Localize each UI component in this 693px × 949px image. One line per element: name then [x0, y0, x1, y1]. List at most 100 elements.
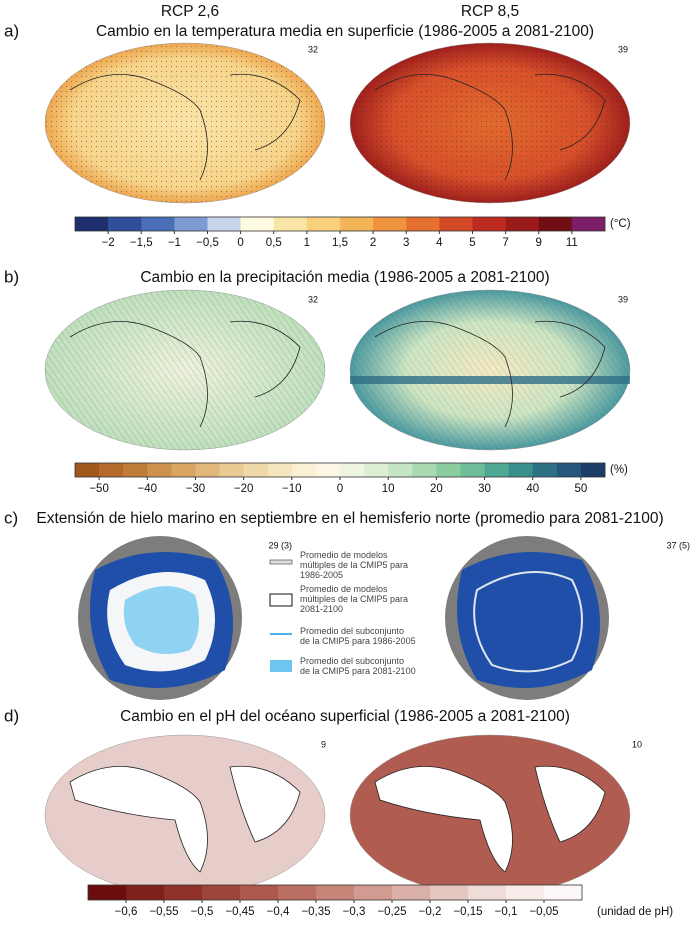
colorbar-swatch [340, 463, 365, 477]
colorbar-label: 3 [403, 237, 409, 249]
colorbar-label: −0,5 [196, 237, 219, 249]
colorbar-swatch [315, 463, 341, 477]
colorbar-swatch [439, 217, 473, 231]
panel-title: Cambio en el pH del océano superficial (… [120, 708, 570, 725]
colorbar-label: 40 [526, 483, 539, 495]
colorbar-label: −1 [168, 237, 181, 249]
colorbar-label: −30 [186, 483, 206, 495]
colorbar-label: 0 [237, 237, 243, 249]
model-count: 10 [632, 739, 642, 749]
colorbar-label: 30 [478, 483, 491, 495]
colorbar-swatch [354, 885, 393, 900]
colorbar-swatch [436, 463, 461, 477]
colorbar-label: −0,2 [419, 906, 442, 918]
arctic-right [445, 536, 609, 700]
colorbar-label: 50 [575, 483, 588, 495]
colorbar-swatch [571, 217, 606, 231]
colorbar-swatch [243, 463, 269, 477]
colorbar-swatch [340, 217, 374, 231]
panel-label: b) [4, 267, 19, 286]
colorbar-swatch [316, 885, 355, 900]
colorbar-swatch [306, 217, 341, 231]
model-count: 32 [308, 294, 318, 304]
map-b-left [44, 289, 326, 451]
colorbar-label: −0,3 [343, 906, 366, 918]
map-d-left [44, 734, 326, 896]
colorbar-label: 5 [469, 237, 475, 249]
colorbar-swatch [171, 463, 196, 477]
colorbar-swatch [538, 217, 573, 231]
colorbar-swatch [126, 885, 165, 900]
colorbar-label: −0,35 [301, 906, 330, 918]
colorbar-swatch [544, 885, 583, 900]
colorbar-label: 0 [337, 483, 343, 495]
colorbar-swatch [505, 217, 540, 231]
panel-title: Cambio en la temperatura media en superf… [96, 23, 594, 40]
arctic-left [78, 536, 242, 700]
colorbar-swatch [219, 463, 244, 477]
colorbar-unit: (unidad de pH) [597, 906, 673, 918]
colorbar-unit: (%) [610, 464, 628, 476]
colorbar-swatch [406, 217, 440, 231]
colorbar-label: 1,5 [332, 237, 348, 249]
colorbar-swatch [123, 463, 148, 477]
colorbar-label: 4 [436, 237, 443, 249]
colorbar-swatch [364, 463, 389, 477]
colorbar-swatch [468, 885, 507, 900]
colorbar-swatch [267, 463, 293, 477]
colorbar-label: −50 [89, 483, 109, 495]
colorbar-swatch [388, 463, 413, 477]
colorbar-label: −2 [102, 237, 115, 249]
colorbar-swatch [207, 217, 241, 231]
colorbar-label: −20 [234, 483, 254, 495]
colorbar-swatch [392, 885, 431, 900]
colorbar-label: −1,5 [130, 237, 153, 249]
colorbar-label: −0,15 [453, 906, 482, 918]
colorbar-swatch [506, 885, 545, 900]
colorbar-label: 10 [382, 483, 395, 495]
colorbar-swatch [373, 217, 407, 231]
colorbar-swatch [174, 217, 208, 231]
colorbar-label: 1 [304, 237, 310, 249]
colorbar-swatch [484, 463, 509, 477]
colorbar-swatch [240, 217, 275, 231]
colorbar-label: −0,45 [225, 906, 254, 918]
colorbar-label: 0,5 [266, 237, 282, 249]
panel-title: Extensión de hielo marino en septiembre … [36, 510, 663, 527]
colorbar-swatch [508, 463, 534, 477]
colorbar-label: 20 [430, 483, 443, 495]
colorbar-swatch [75, 463, 100, 477]
colorbar-swatch [88, 885, 127, 900]
colorbar-swatch [580, 463, 606, 477]
model-count: 39 [618, 294, 628, 304]
colorbar-label: −0,25 [377, 906, 406, 918]
colorbar-swatch [278, 885, 317, 900]
colorbar-label: 11 [566, 237, 578, 249]
panel-title: Cambio en la precipitación media (1986-2… [140, 269, 549, 286]
colorbar-swatch [164, 885, 203, 900]
colorbar-swatch [412, 463, 437, 477]
map-b-right [349, 289, 631, 451]
colorbar-label: 7 [502, 237, 508, 249]
colorbar-swatch [240, 885, 279, 900]
model-count: 39 [618, 44, 628, 54]
colorbar-swatch [556, 463, 582, 477]
colorbar-swatch [99, 463, 124, 477]
colorbar-label: −0,55 [149, 906, 178, 918]
map-a-right [349, 42, 631, 204]
colorbar-label: −0,05 [529, 906, 558, 918]
colorbar-label: −0,1 [495, 906, 518, 918]
scenario-left: RCP 2,6 [161, 3, 219, 20]
colorbar-swatch [430, 885, 469, 900]
legend [269, 559, 293, 672]
colorbar-frame [87, 884, 583, 901]
legend-entry: Promedio de modelos múltiples de la CMIP5… [300, 550, 408, 580]
model-count: 32 [308, 44, 318, 54]
colorbar-label: −0,4 [267, 906, 290, 918]
colorbar-label: 2 [370, 237, 376, 249]
colorbar-unit: (°C) [610, 218, 631, 230]
colorbar-swatch [202, 885, 241, 900]
panel-label: a) [4, 21, 19, 40]
colorbar-label: −10 [282, 483, 302, 495]
